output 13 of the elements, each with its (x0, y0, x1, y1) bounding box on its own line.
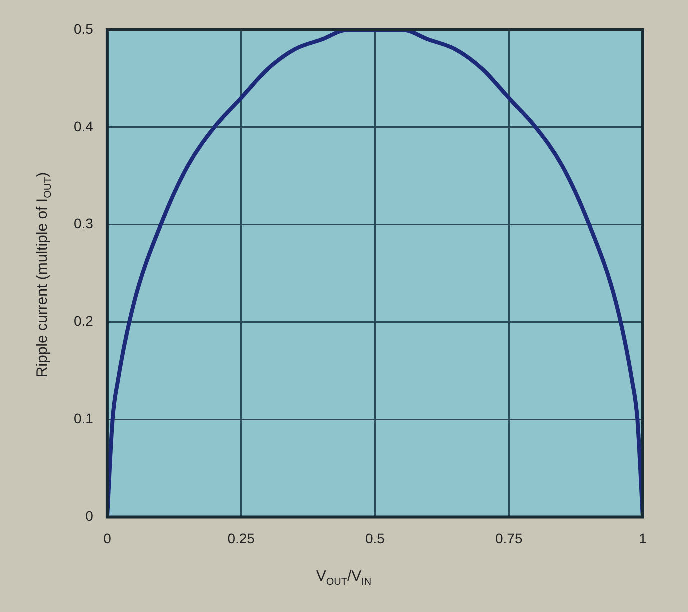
y-tick-label: 0.1 (74, 410, 94, 427)
y-tick-label: 0.5 (74, 20, 94, 37)
x-axis-title: V$_{OUT}$/V$_{IN}$ (315, 568, 373, 588)
line-series (107, 30, 643, 518)
x-tick-label: 0.25 (228, 530, 256, 546)
x-tick-label: 0.75 (495, 530, 523, 546)
y-tick-label: 0.3 (74, 216, 94, 232)
y-tick-label: 0.2 (74, 313, 94, 330)
y-tick-label: 0 (86, 508, 94, 524)
x-tick-label: 0.5 (365, 530, 386, 546)
x-tick-label: 0 (104, 530, 112, 546)
y-tick-label: 0.4 (74, 118, 94, 134)
x-tick-label: 1 (639, 530, 648, 546)
